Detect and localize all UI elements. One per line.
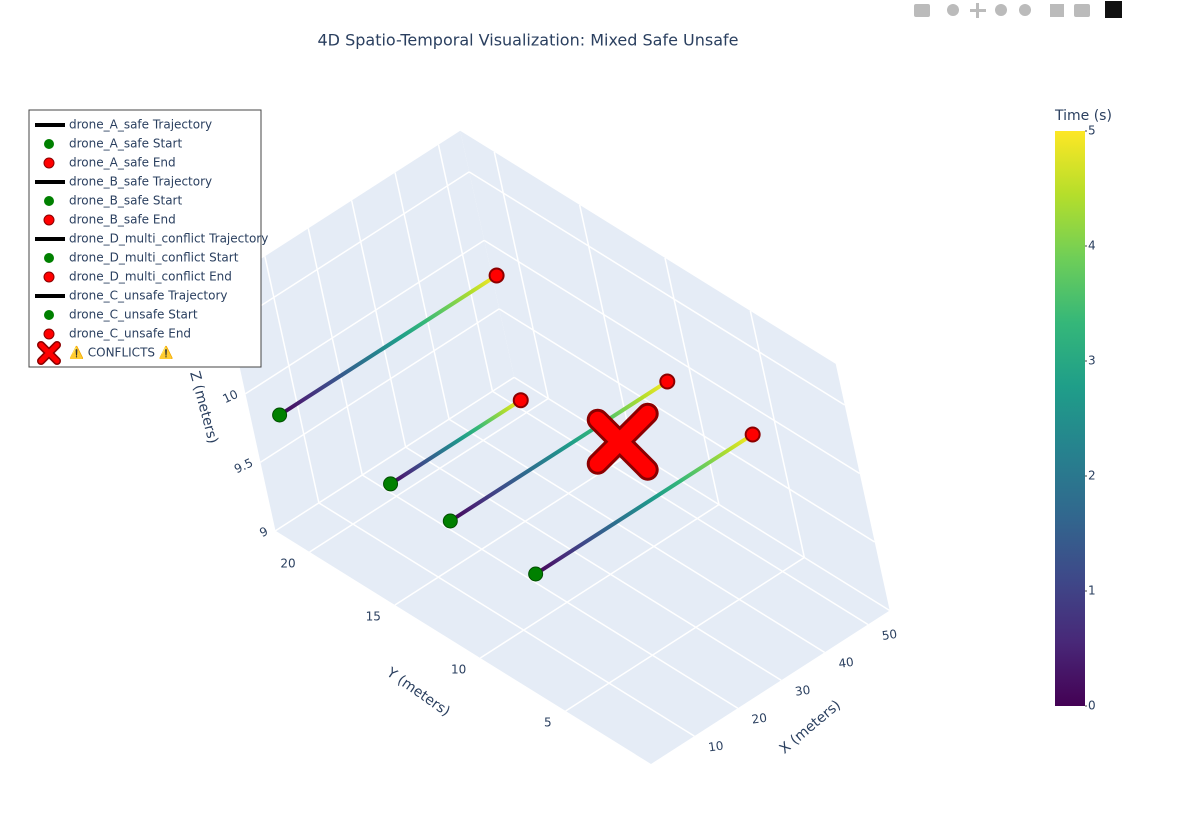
conflict-marker-fill	[589, 405, 656, 478]
z-tick-label: 9	[257, 524, 270, 540]
colorbar-tick-label: 3	[1088, 354, 1096, 368]
trajectory	[534, 432, 754, 576]
back-pane-y	[221, 130, 515, 531]
trajectory	[278, 273, 498, 417]
x-tick-label: 20	[751, 711, 768, 727]
colorbar-tick-label: 5	[1088, 124, 1096, 138]
z-axis-title: Z (meters)	[186, 370, 221, 446]
colorbar-tick-label: 1	[1088, 584, 1096, 598]
grid-line	[309, 397, 549, 553]
toolbar-logo[interactable]	[1105, 1, 1122, 18]
legend-label: drone_C_unsafe Start	[69, 308, 198, 322]
legend: drone_A_safe Trajectory drone_A_safe Star…	[28, 109, 268, 368]
grid-line	[565, 556, 805, 712]
grid-line	[498, 308, 876, 543]
legend-label: drone_A_safe Trajectory	[69, 118, 212, 132]
toolbar-pan-v[interactable]	[976, 3, 979, 18]
grid-line	[318, 502, 695, 737]
grid-line	[394, 450, 635, 606]
grid-line	[479, 503, 720, 659]
end-marker	[488, 267, 505, 284]
legend-marker	[44, 196, 54, 206]
chart-title: 4D Spatio-Temporal Visualization: Mixed …	[318, 31, 739, 50]
grid-line	[230, 171, 470, 326]
legend-marker	[43, 328, 55, 340]
end-marker	[512, 392, 529, 409]
toolbar-camera2[interactable]	[1074, 4, 1090, 17]
trajectory	[449, 379, 669, 523]
grid-line	[405, 446, 782, 681]
grid-line	[275, 376, 515, 532]
legend-marker	[43, 271, 55, 283]
end-marker	[659, 373, 676, 390]
grid-line	[245, 239, 485, 395]
grid-line	[483, 239, 861, 475]
y-tick-label: 10	[451, 663, 466, 677]
colorbar-title: Time (s)	[1054, 108, 1112, 124]
x-tick-label: 50	[881, 627, 898, 643]
end-marker	[744, 426, 761, 443]
start-marker	[383, 476, 399, 492]
start-marker	[442, 513, 458, 529]
legend-label: drone_A_safe End	[69, 156, 176, 170]
toolbar-zoom[interactable]	[947, 4, 959, 16]
grid-line	[468, 171, 846, 406]
legend-marker	[44, 253, 54, 263]
legend-marker	[44, 139, 54, 149]
trajectory	[389, 398, 522, 486]
colorbar-tick-label: 4	[1088, 239, 1096, 253]
z-tick-label: 9.5	[232, 456, 255, 477]
toolbar[interactable]	[914, 1, 1122, 18]
legend-marker	[43, 157, 55, 169]
y-tick-label: 5	[544, 716, 552, 730]
grid-line	[361, 474, 739, 709]
y-tick-label: 20	[280, 557, 295, 571]
y-tick-label: 15	[366, 610, 381, 624]
legend-label: drone_C_unsafe End	[69, 327, 191, 341]
start-marker	[272, 407, 288, 423]
legend-label: ⚠️ CONFLICTS ⚠️	[69, 346, 174, 360]
colorbar-tick-label: 0	[1088, 699, 1096, 713]
legend-label: drone_D_multi_conflict Start	[69, 251, 239, 265]
legend-box	[28, 109, 262, 368]
x-tick-label: 40	[838, 655, 855, 671]
toolbar-orbit[interactable]	[995, 4, 1007, 16]
grid-line	[260, 308, 500, 463]
legend-label: drone_C_unsafe Trajectory	[69, 289, 227, 303]
legend-label: drone_D_multi_conflict Trajectory	[69, 232, 268, 246]
legend-label: drone_B_safe End	[69, 213, 176, 227]
legend-marker	[38, 342, 60, 364]
legend-label: drone_B_safe Start	[69, 194, 182, 208]
x-tick-label: 30	[794, 683, 811, 699]
y-axis-title: Y (meters)	[383, 664, 453, 720]
toolbar-home[interactable]	[1050, 4, 1064, 17]
legend-marker	[43, 214, 55, 226]
x-axis-title: X (meters)	[777, 697, 844, 757]
grid-line	[492, 390, 869, 626]
legend-label: drone_A_safe Start	[69, 137, 182, 151]
start-marker	[528, 566, 544, 582]
z-tick-label: 10	[220, 387, 240, 406]
toolbar-camera[interactable]	[914, 4, 930, 17]
floor-pane	[275, 377, 890, 764]
grid-line	[513, 376, 891, 612]
colorbar-ramp	[1055, 131, 1085, 706]
legend-label: drone_D_multi_conflict End	[69, 270, 232, 284]
toolbar-turntable[interactable]	[1019, 4, 1031, 16]
colorbar: Time (s) 0 1 2 3 4 5	[1054, 108, 1112, 713]
back-pane-x	[460, 130, 890, 611]
legend-label: drone_B_safe Trajectory	[69, 175, 212, 189]
x-tick-label: 10	[707, 739, 724, 755]
legend-marker	[44, 310, 54, 320]
colorbar-tick-label: 2	[1088, 469, 1096, 483]
grid-line	[448, 418, 825, 654]
